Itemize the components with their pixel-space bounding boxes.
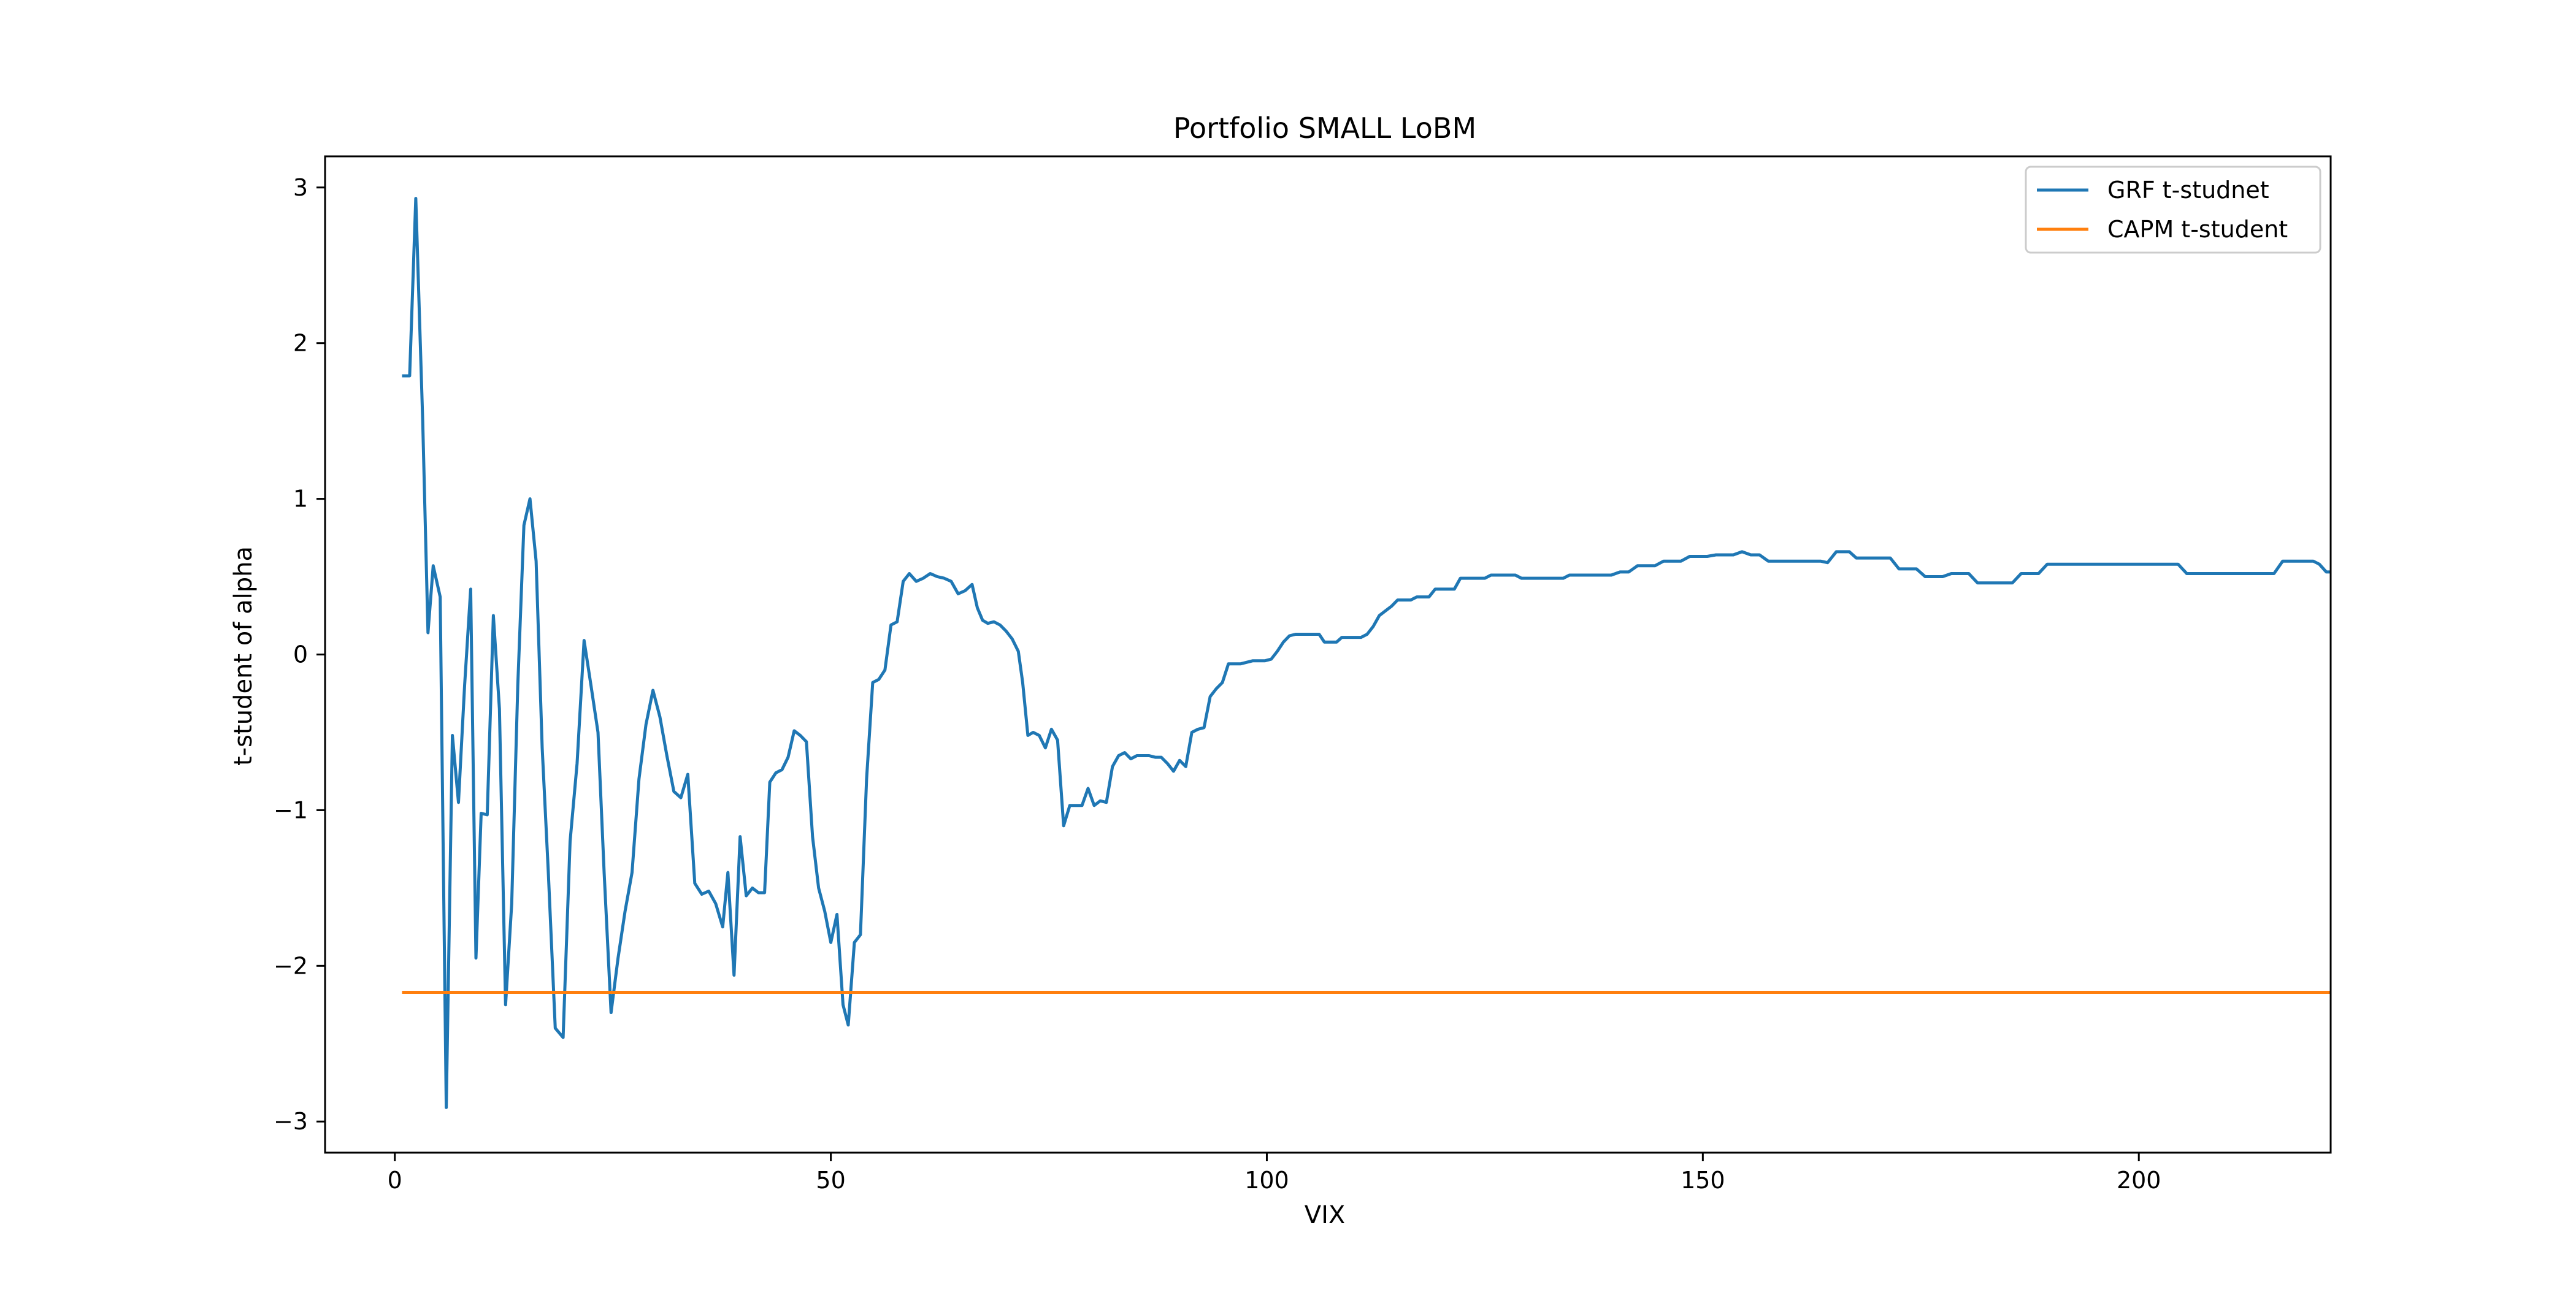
y-tick-label: 2 [293, 330, 308, 357]
x-tick-label: 200 [2117, 1167, 2161, 1194]
legend-box [2025, 166, 2321, 254]
legend-label-1: GRF t-studnet [2107, 177, 2269, 204]
x-tick-label: 100 [1244, 1167, 1289, 1194]
y-tick-label: 3 [293, 174, 308, 201]
y-tick-label: 0 [293, 641, 308, 668]
y-axis-label: t-student of alpha [229, 546, 258, 766]
x-tick-label: 150 [1681, 1167, 1725, 1194]
y-tick-label: −3 [274, 1108, 308, 1135]
legend: GRF t-studnet CAPM t-student [2025, 166, 2321, 254]
x-axis-label: VIX [1305, 1201, 1346, 1229]
axes: 0 50 100 150 200 −3 −2 −1 0 1 2 3 [274, 155, 2332, 1194]
legend-label-2: CAPM t-student [2107, 216, 2288, 243]
chart-title: Portfolio SMALL LoBM [1173, 112, 1476, 145]
y-tick-label: −2 [274, 952, 308, 979]
y-tick-label: −1 [274, 796, 308, 823]
series-line-1 [402, 197, 2331, 1109]
x-tick-label: 0 [388, 1167, 402, 1194]
y-tick-label: 1 [293, 486, 308, 513]
x-tick-label: 50 [816, 1167, 845, 1194]
plot-area [402, 197, 2331, 1109]
